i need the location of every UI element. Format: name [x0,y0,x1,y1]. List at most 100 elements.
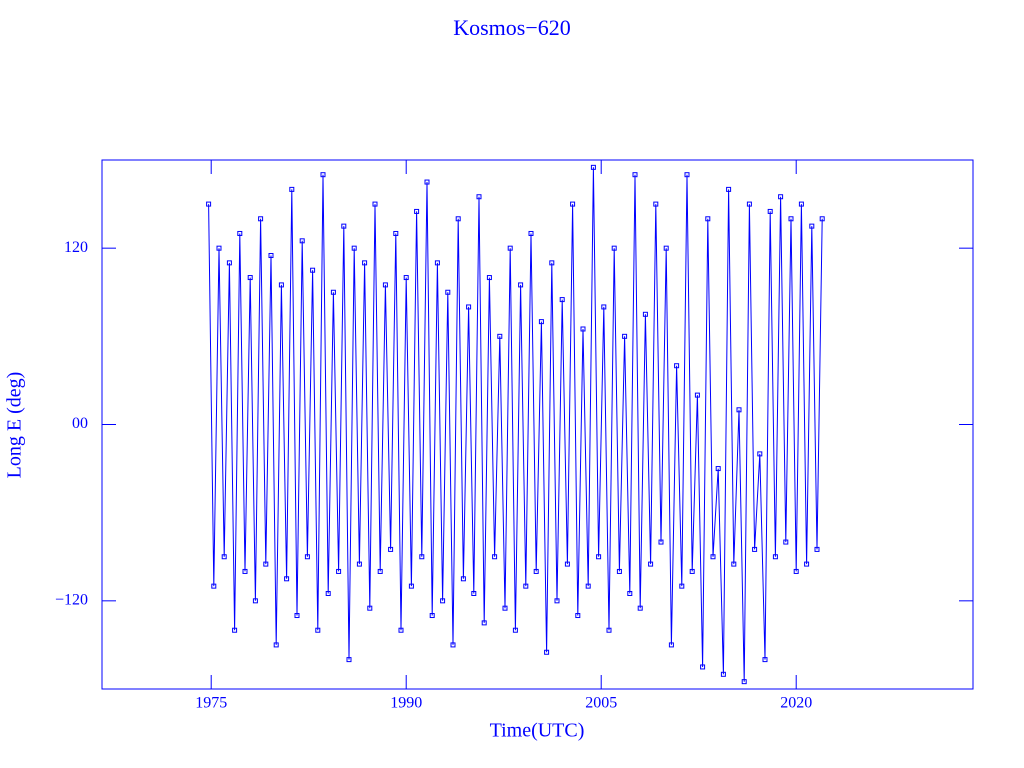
data-marker [289,186,295,192]
data-marker [434,260,440,266]
data-marker [206,201,212,207]
data-marker [533,568,539,574]
data-marker [429,613,435,619]
data-marker [367,605,373,611]
data-marker [622,333,628,339]
data-marker [653,201,659,207]
data-marker [408,583,414,589]
data-marker [424,179,430,185]
y-tick-label: 00 [72,415,88,432]
data-marker [419,554,425,560]
data-marker [330,289,336,295]
x-tick-label: 1975 [195,695,227,712]
data-marker [710,554,716,560]
data-marker [746,201,752,207]
data-marker [382,282,388,288]
data-marker [325,590,331,596]
data-marker [778,194,784,200]
data-marker [226,260,232,266]
data-marker [315,627,321,633]
data-marker [377,568,383,574]
data-marker [601,304,607,310]
data-marker [414,208,420,214]
data-marker [273,642,279,648]
data-marker [684,172,690,178]
data-marker [351,245,357,251]
data-marker [252,598,258,604]
x-tick-label: 2020 [780,695,812,712]
data-marker [398,627,404,633]
y-tick-label: −120 [55,592,88,609]
data-marker [663,245,669,251]
data-marker [372,201,378,207]
data-marker [211,583,217,589]
data-marker [788,216,794,222]
data-marker [819,216,825,222]
data-marker [632,172,638,178]
data-marker [544,649,550,655]
data-marker [512,627,518,633]
data-marker [679,583,685,589]
data-marker [278,282,284,288]
data-marker [502,605,508,611]
data-marker [476,194,482,200]
data-marker [486,275,492,281]
data-marker [720,671,726,677]
data-marker [336,568,342,574]
data-marker [242,568,248,574]
data-marker [575,613,581,619]
data-marker [814,546,820,552]
data-marker [804,561,810,567]
data-marker [471,590,477,596]
data-marker [767,208,773,214]
data-marker [299,238,305,244]
y-tick-label: 120 [64,239,88,256]
data-marker [216,245,222,251]
data-marker [263,561,269,567]
data-marker [518,282,524,288]
data-marker [356,561,362,567]
data-marker [752,546,758,552]
data-marker [440,598,446,604]
data-marker [268,253,274,259]
data-marker [492,554,498,560]
data-marker [528,230,534,236]
data-marker [726,186,732,192]
data-marker [258,216,264,222]
data-marker [403,275,409,281]
data-marker [694,392,700,398]
data-marker [538,319,544,325]
data-marker [715,466,721,472]
data-marker [809,223,815,229]
data-marker [460,576,466,582]
data-marker [736,407,742,413]
data-marker [627,590,633,596]
data-marker [393,230,399,236]
data-marker [637,605,643,611]
data-marker [668,642,674,648]
chart-title: Kosmos−620 [453,15,571,40]
data-marker [346,657,352,663]
data-marker [783,539,789,545]
data-marker [700,664,706,670]
data-marker [445,289,451,295]
data-marker [362,260,368,266]
data-marker [689,568,695,574]
data-marker [388,546,394,552]
data-marker [585,583,591,589]
data-marker [304,554,310,560]
x-axis-label: Time(UTC) [490,720,585,742]
data-marker [648,561,654,567]
data-marker [793,568,799,574]
data-marker [507,245,513,251]
data-marker [658,539,664,545]
data-marker [580,326,586,332]
data-marker [606,627,612,633]
y-axis-label: Long E (deg) [4,372,26,479]
data-marker [310,267,316,273]
data-marker [523,583,529,589]
data-marker [616,568,622,574]
data-marker [450,642,456,648]
data-marker [772,554,778,560]
